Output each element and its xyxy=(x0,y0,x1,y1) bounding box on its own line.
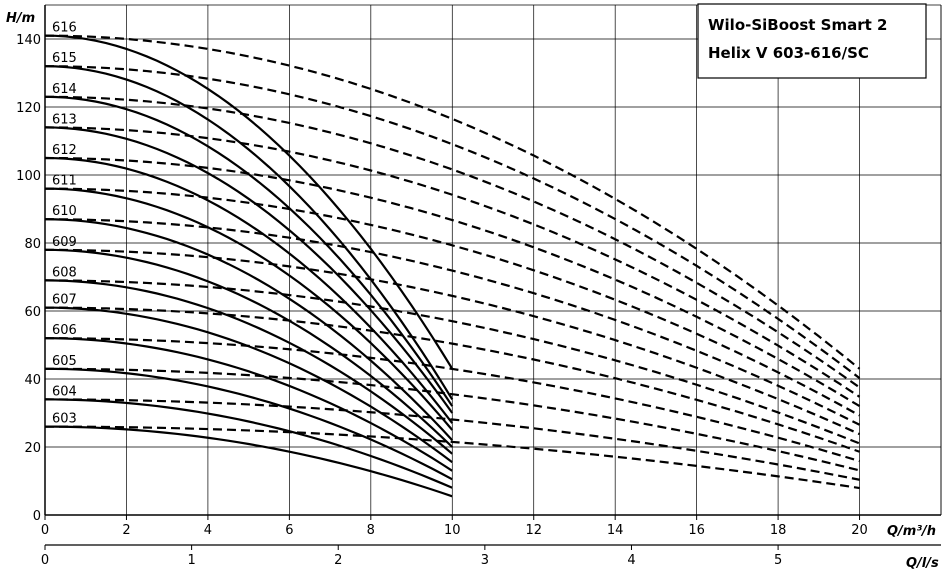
curve-label-610: 610 xyxy=(52,204,77,219)
curve-label-611: 611 xyxy=(52,174,77,189)
x2-tick-label: 4 xyxy=(627,553,635,568)
curve-label-605: 605 xyxy=(52,354,77,369)
x-tick-label: 0 xyxy=(41,523,49,538)
curve-label-609: 609 xyxy=(52,235,77,250)
x-tick-label: 4 xyxy=(204,523,212,538)
curve-dashed-607 xyxy=(44,306,860,453)
curve-solid-611 xyxy=(44,187,454,431)
y-tick-label: 80 xyxy=(24,237,41,252)
y-tick-label: 140 xyxy=(16,33,41,48)
y-tick-label: 20 xyxy=(24,441,41,456)
x-tick-label: 18 xyxy=(770,523,787,538)
curve-solid-615 xyxy=(44,65,454,400)
curve-label-608: 608 xyxy=(52,265,77,280)
curve-label-606: 606 xyxy=(52,323,77,338)
curve-solid-610 xyxy=(44,218,454,441)
y-axis-label: H/m xyxy=(6,11,35,26)
curve-solid-613 xyxy=(44,126,454,414)
curve-label-615: 615 xyxy=(52,51,77,66)
curve-solid-616 xyxy=(44,34,454,370)
curve-label-604: 604 xyxy=(52,384,77,399)
curve-label-616: 616 xyxy=(52,21,77,36)
curve-dashed-605 xyxy=(44,367,860,472)
x2-tick-label: 5 xyxy=(774,553,782,568)
curve-group xyxy=(44,34,861,498)
x2-tick-label: 0 xyxy=(41,553,49,568)
curve-dashed-612 xyxy=(44,156,861,408)
x-tick-label: 20 xyxy=(851,523,868,538)
curve-label-614: 614 xyxy=(52,82,77,97)
x-axis-label: Q/m³/h xyxy=(887,524,936,539)
curve-solid-603 xyxy=(44,425,453,498)
title-box: Wilo-SiBoost Smart 2 Helix V 603-616/SC xyxy=(697,3,927,79)
curve-labels: 603 604 605 606 607 608 609 610 611 612 613 614 615 6… xyxy=(52,21,77,427)
x2-tick-label: 2 xyxy=(334,553,342,568)
x-tick-label: 6 xyxy=(285,523,293,538)
x-tick-label: 16 xyxy=(688,523,705,538)
curve-dashed-614 xyxy=(44,95,861,389)
x-tick-label: 10 xyxy=(444,523,461,538)
curve-solid-609 xyxy=(44,248,454,448)
y-tick-label: 100 xyxy=(16,169,41,184)
curve-dashed-608 xyxy=(44,279,860,445)
curve-dashed-613 xyxy=(44,126,861,398)
x2-tick-label: 3 xyxy=(481,553,489,568)
curve-dashed-606 xyxy=(44,337,860,463)
y-tick-label: 40 xyxy=(24,373,41,388)
y-tick-label: 0 xyxy=(33,509,41,524)
curve-label-607: 607 xyxy=(52,293,77,308)
curve-solid-607 xyxy=(44,306,453,464)
curve-solid-612 xyxy=(44,156,454,424)
curve-dashed-611 xyxy=(44,187,861,417)
curve-label-603: 603 xyxy=(52,412,77,427)
y-tick-label: 120 xyxy=(16,101,41,116)
x-tick-label: 2 xyxy=(122,523,130,538)
curve-dashed-610 xyxy=(44,218,861,426)
title-line-1: Wilo-SiBoost Smart 2 xyxy=(708,16,887,34)
curve-dashed-616 xyxy=(44,34,861,370)
curve-dashed-609 xyxy=(44,248,860,436)
curve-solid-604 xyxy=(44,398,453,489)
x-tick-label: 14 xyxy=(607,523,624,538)
curve-dashed-604 xyxy=(44,398,860,481)
x2-tick-label: 1 xyxy=(187,553,195,568)
x2-axis-label: Q/l/s xyxy=(906,556,939,571)
title-line-2: Helix V 603-616/SC xyxy=(708,44,869,62)
grid xyxy=(44,4,942,516)
curve-label-612: 612 xyxy=(52,143,77,158)
title-box-frame xyxy=(697,3,927,79)
curve-label-613: 613 xyxy=(52,112,77,127)
curve-dashed-615 xyxy=(44,65,861,379)
curve-solid-608 xyxy=(44,279,453,455)
x-tick-label: 12 xyxy=(525,523,542,538)
curve-solid-606 xyxy=(44,337,453,472)
curve-solid-614 xyxy=(44,95,454,407)
y-tick-label: 60 xyxy=(24,305,41,320)
curve-solid-605 xyxy=(44,367,453,481)
x-tick-label: 8 xyxy=(367,523,375,538)
curve-dashed-603 xyxy=(44,425,860,490)
